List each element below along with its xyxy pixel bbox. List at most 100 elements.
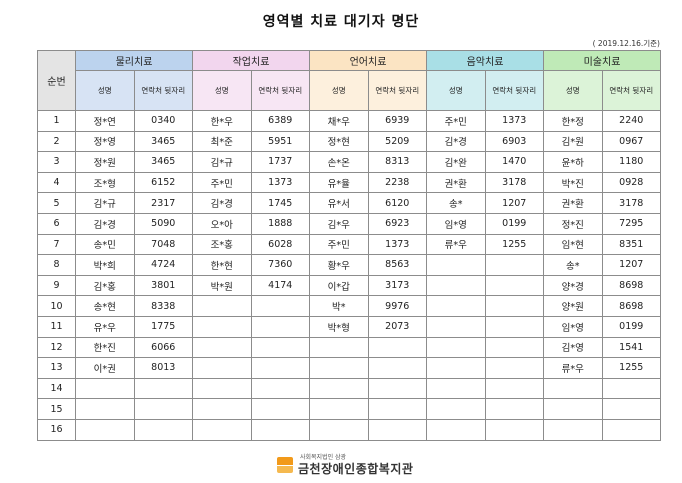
patient-name-cell <box>192 398 252 420</box>
phone-digits-cell <box>484 398 544 420</box>
name-header: 성명 <box>309 70 369 111</box>
patient-name-cell: 임*현 <box>543 233 603 256</box>
patient-name-cell: 한*정 <box>543 110 603 132</box>
patient-name-cell <box>75 418 135 441</box>
therapy-header-row: 순번 물리치료 작업치료 언어치료 음악치료 미술치료 <box>37 50 661 111</box>
patient-name-cell: 황*우 <box>309 254 369 276</box>
row-number: 13 <box>37 357 76 379</box>
row-number: 4 <box>37 171 76 194</box>
name-header: 성명 <box>543 70 603 111</box>
patient-name-cell: 손*온 <box>309 151 369 173</box>
patient-name-cell <box>309 418 369 441</box>
patient-name-cell: 임*영 <box>543 315 603 338</box>
phone-digits-cell: 6028 <box>250 233 310 256</box>
logo-subtitle: 사회복지법인 삼광 <box>300 454 347 461</box>
phone-digits-cell <box>367 336 427 359</box>
patient-name-cell <box>426 315 486 338</box>
phone-digits-cell: 8698 <box>601 274 661 297</box>
phone-digits-cell: 3178 <box>601 192 661 214</box>
phone-digits-cell: 6903 <box>484 130 544 153</box>
phone-digits-cell: 3801 <box>133 274 193 297</box>
phone-digits-cell <box>133 377 193 400</box>
patient-name-cell <box>426 398 486 420</box>
phone-digits-cell: 3178 <box>484 171 544 194</box>
patient-name-cell: 정*연 <box>75 110 135 132</box>
patient-name-cell <box>75 398 135 420</box>
phone-digits-cell: 4174 <box>250 274 310 297</box>
row-number: 5 <box>37 192 76 214</box>
phone-digits-cell: 1888 <box>250 212 310 235</box>
patient-name-cell: 김*영 <box>543 336 603 359</box>
therapy-header: 음악치료 <box>426 50 544 71</box>
patient-name-cell: 한*진 <box>75 336 135 359</box>
patient-name-cell: 김*원 <box>543 130 603 153</box>
therapy-header: 물리치료 <box>75 50 193 71</box>
patient-name-cell: 김*홍 <box>75 274 135 297</box>
phone-digits-cell <box>250 357 310 379</box>
phone-digits-cell <box>484 336 544 359</box>
phone-digits-cell <box>133 398 193 420</box>
phone-digits-cell: 8698 <box>601 295 661 317</box>
patient-name-cell: 송*민 <box>75 233 135 256</box>
phone-digits-cell: 1470 <box>484 151 544 173</box>
patient-name-cell: 김*경 <box>75 212 135 235</box>
name-header: 성명 <box>192 70 252 111</box>
phone-digits-cell: 0199 <box>484 212 544 235</box>
patient-name-cell: 양*경 <box>543 274 603 297</box>
phone-digits-cell: 1775 <box>133 315 193 338</box>
table-row: 10 송*현 8338 박* 9976 양*원 8698 <box>37 295 661 317</box>
patient-name-cell: 조*형 <box>75 171 135 194</box>
phone-digits-cell <box>367 418 427 441</box>
row-number: 7 <box>37 233 76 256</box>
phone-digits-cell: 8351 <box>601 233 661 256</box>
table-row: 15 <box>37 398 661 420</box>
phone-digits-cell: 4724 <box>133 254 193 276</box>
phone-digits-cell: 3173 <box>367 274 427 297</box>
phone-digits-cell: 2240 <box>601 110 661 132</box>
patient-name-cell <box>543 377 603 400</box>
phone-digits-cell <box>484 377 544 400</box>
phone-digits-cell <box>133 418 193 441</box>
row-number: 16 <box>37 418 76 441</box>
phone-digits-cell: 6152 <box>133 171 193 194</box>
phone-header: 연락처 뒷자리 <box>484 70 544 111</box>
phone-digits-cell <box>367 398 427 420</box>
phone-digits-cell: 2238 <box>367 171 427 194</box>
patient-name-cell: 정*진 <box>543 212 603 235</box>
phone-digits-cell <box>250 398 310 420</box>
table-row: 8 박*희 4724 한*현 7360 황*우 8563 송* 1207 <box>37 254 661 276</box>
patient-name-cell: 박*원 <box>192 274 252 297</box>
phone-digits-cell: 1255 <box>484 233 544 256</box>
logo-name: 금천장애인종합복지관 <box>298 462 414 476</box>
patient-name-cell <box>192 357 252 379</box>
phone-digits-cell: 3465 <box>133 130 193 153</box>
patient-name-cell <box>543 398 603 420</box>
patient-name-cell: 유*율 <box>309 171 369 194</box>
patient-name-cell: 박*진 <box>543 171 603 194</box>
table-row: 12 한*진 6066 김*영 1541 <box>37 336 661 359</box>
patient-name-cell: 김*규 <box>192 151 252 173</box>
phone-digits-cell: 5209 <box>367 130 427 153</box>
row-number: 1 <box>37 110 76 132</box>
patient-name-cell: 주*민 <box>192 171 252 194</box>
patient-name-cell <box>309 377 369 400</box>
patient-name-cell: 한*우 <box>192 110 252 132</box>
phone-digits-cell: 1373 <box>250 171 310 194</box>
patient-name-cell: 채*우 <box>309 110 369 132</box>
row-number: 12 <box>37 336 76 359</box>
phone-digits-cell: 5951 <box>250 130 310 153</box>
phone-digits-cell: 8313 <box>367 151 427 173</box>
phone-digits-cell <box>250 315 310 338</box>
patient-name-cell: 류*우 <box>543 357 603 379</box>
patient-name-cell <box>426 377 486 400</box>
patient-name-cell: 권*환 <box>543 192 603 214</box>
phone-digits-cell: 1180 <box>601 151 661 173</box>
patient-name-cell: 박*형 <box>309 315 369 338</box>
phone-digits-cell <box>367 357 427 379</box>
phone-digits-cell: 7048 <box>133 233 193 256</box>
patient-name-cell: 김*우 <box>309 212 369 235</box>
phone-digits-cell: 6923 <box>367 212 427 235</box>
patient-name-cell: 송*현 <box>75 295 135 317</box>
patient-name-cell <box>426 254 486 276</box>
table-row: 1 정*연 0340 한*우 6389 채*우 6939 주*민 1373 한*정 2240 <box>37 110 661 132</box>
